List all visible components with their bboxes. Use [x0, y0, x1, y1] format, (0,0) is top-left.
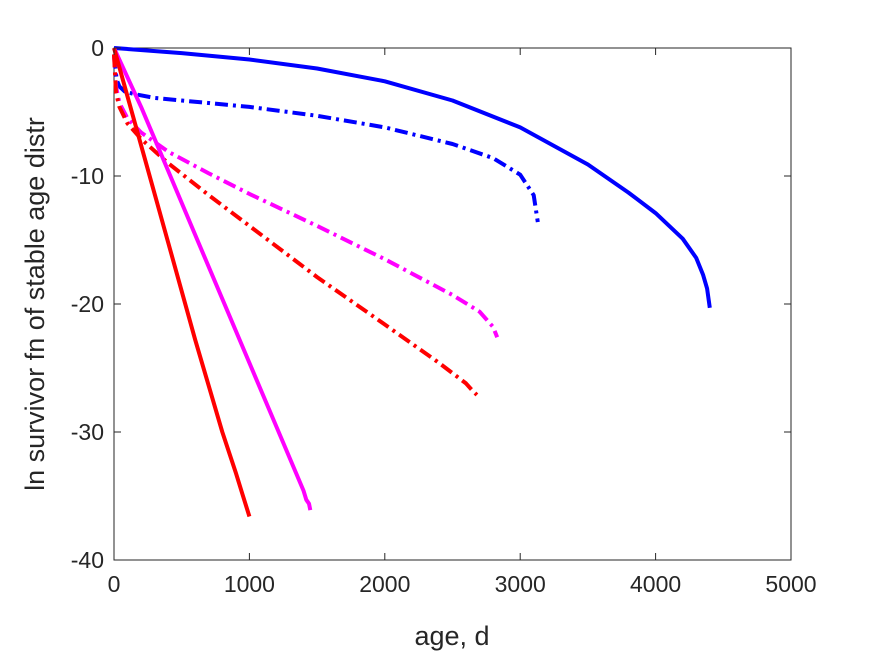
x-tick-label: 1000 [224, 571, 275, 597]
series-line-2 [112, 55, 540, 223]
y-axis-label: ln survivor fn of stable age distr [20, 117, 50, 491]
series-line-6 [112, 47, 252, 518]
series-line-1 [113, 46, 712, 309]
series-line-4 [112, 54, 479, 397]
y-tick-label: -40 [71, 547, 104, 573]
series-layer [112, 46, 712, 518]
x-tick-label: 3000 [495, 571, 546, 597]
x-tick-label: 2000 [359, 571, 410, 597]
x-tick-label: 4000 [630, 571, 681, 597]
y-tick-label: -20 [71, 291, 104, 317]
y-tick-label: 0 [91, 35, 104, 61]
plot-area [113, 47, 792, 561]
tick-layer: 0 1000 2000 3000 4000 5000 0 -10 -20 -30 -40 [71, 35, 817, 597]
y-tick-label: -10 [71, 163, 104, 189]
series-line-5 [112, 47, 313, 511]
x-axis-label: age, d [414, 621, 489, 651]
x-tick-label: 5000 [765, 571, 816, 597]
series-line-3 [112, 54, 500, 339]
x-tick-label: 0 [108, 571, 121, 597]
y-tick-label: -30 [71, 419, 104, 445]
